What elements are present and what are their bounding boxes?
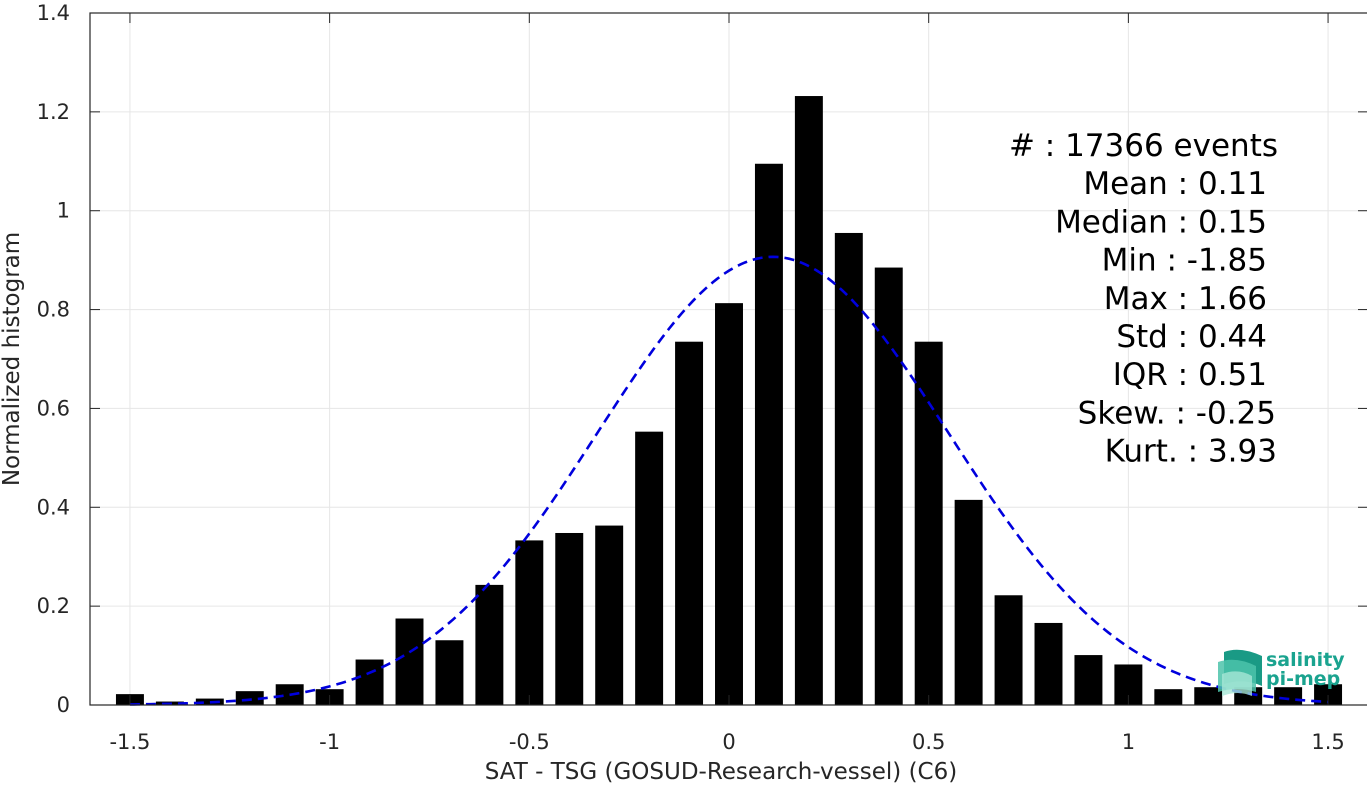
histogram-bar (1034, 622, 1063, 705)
histogram-bar (1074, 655, 1103, 705)
gaussian-fit-curve (129, 255, 1329, 706)
histogram-bar (555, 532, 584, 705)
y-tick-label: 0.6 (37, 396, 70, 420)
histogram-bar (754, 163, 783, 705)
histogram-bar (515, 540, 544, 705)
histogram-bar (475, 584, 504, 705)
x-tick-label: 0.5 (912, 730, 945, 754)
y-axis-label: Normalized histogram (0, 232, 25, 486)
histogram-bar (395, 618, 424, 705)
logo-text-pi-mep: pi-mep (1266, 668, 1340, 690)
x-tick-label: -1 (319, 730, 340, 754)
axis-ticks (90, 12, 1367, 706)
histogram-bar (874, 267, 903, 705)
salinity-wave-logo-icon (1218, 649, 1262, 696)
histogram-bar (635, 431, 664, 705)
histogram-bar (195, 698, 224, 705)
y-tick-labels: 0 0.2 0.4 0.6 0.8 1 1.2 1.4 (37, 1, 70, 717)
histogram-bar (1274, 687, 1303, 705)
histogram-bar (355, 659, 384, 705)
y-tick-label: 1 (57, 199, 70, 223)
histogram-bar (954, 499, 983, 705)
histogram-bar (595, 525, 624, 705)
histogram-bar (1154, 689, 1183, 705)
x-tick-labels: -1.5 -1 -0.5 0 0.5 1 1.5 (109, 730, 1344, 754)
histogram-bar (994, 595, 1023, 705)
salinity-pi-mep-logo: salinity pi-mep (1218, 649, 1345, 696)
stat-line: # : 17366 events (1009, 128, 1278, 164)
stat-line: Median : 0.15 (1055, 204, 1267, 240)
y-tick-label: 0.2 (37, 594, 70, 618)
x-tick-label: -1.5 (109, 730, 150, 754)
y-tick-label: 0.4 (37, 495, 70, 519)
histogram-bar (435, 640, 464, 705)
histogram-bar (794, 96, 823, 706)
y-tick-label: 1.4 (37, 1, 70, 25)
stat-line: Std : 0.44 (1116, 319, 1267, 355)
x-tick-label: 1.5 (1311, 730, 1344, 754)
y-tick-label: 1.2 (37, 100, 70, 124)
x-tick-label: 1 (1122, 730, 1135, 754)
stat-line: IQR : 0.51 (1113, 357, 1267, 393)
histogram-bars (115, 96, 1343, 706)
y-tick-label: 0.8 (37, 298, 70, 322)
histogram-bar (834, 232, 863, 705)
y-tick-label: 0 (57, 693, 70, 717)
histogram-bar (1314, 684, 1343, 705)
x-tick-label: -0.5 (509, 730, 550, 754)
stat-line: Kurt. : 3.93 (1105, 434, 1277, 470)
histogram-bar (914, 341, 943, 705)
histogram-bar (715, 303, 743, 705)
stat-line: Max : 1.66 (1104, 281, 1267, 317)
logo-text-salinity: salinity (1266, 649, 1345, 671)
histogram-bar (675, 341, 704, 705)
stat-line: Mean : 0.11 (1083, 166, 1267, 202)
stat-line: Skew. : -0.25 (1078, 395, 1276, 431)
stat-line: Min : -1.85 (1102, 243, 1267, 279)
histogram-bar (1194, 687, 1223, 705)
x-tick-label: 0 (722, 730, 735, 754)
x-axis-label: SAT - TSG (GOSUD-Research-vessel) (C6) (485, 759, 957, 785)
